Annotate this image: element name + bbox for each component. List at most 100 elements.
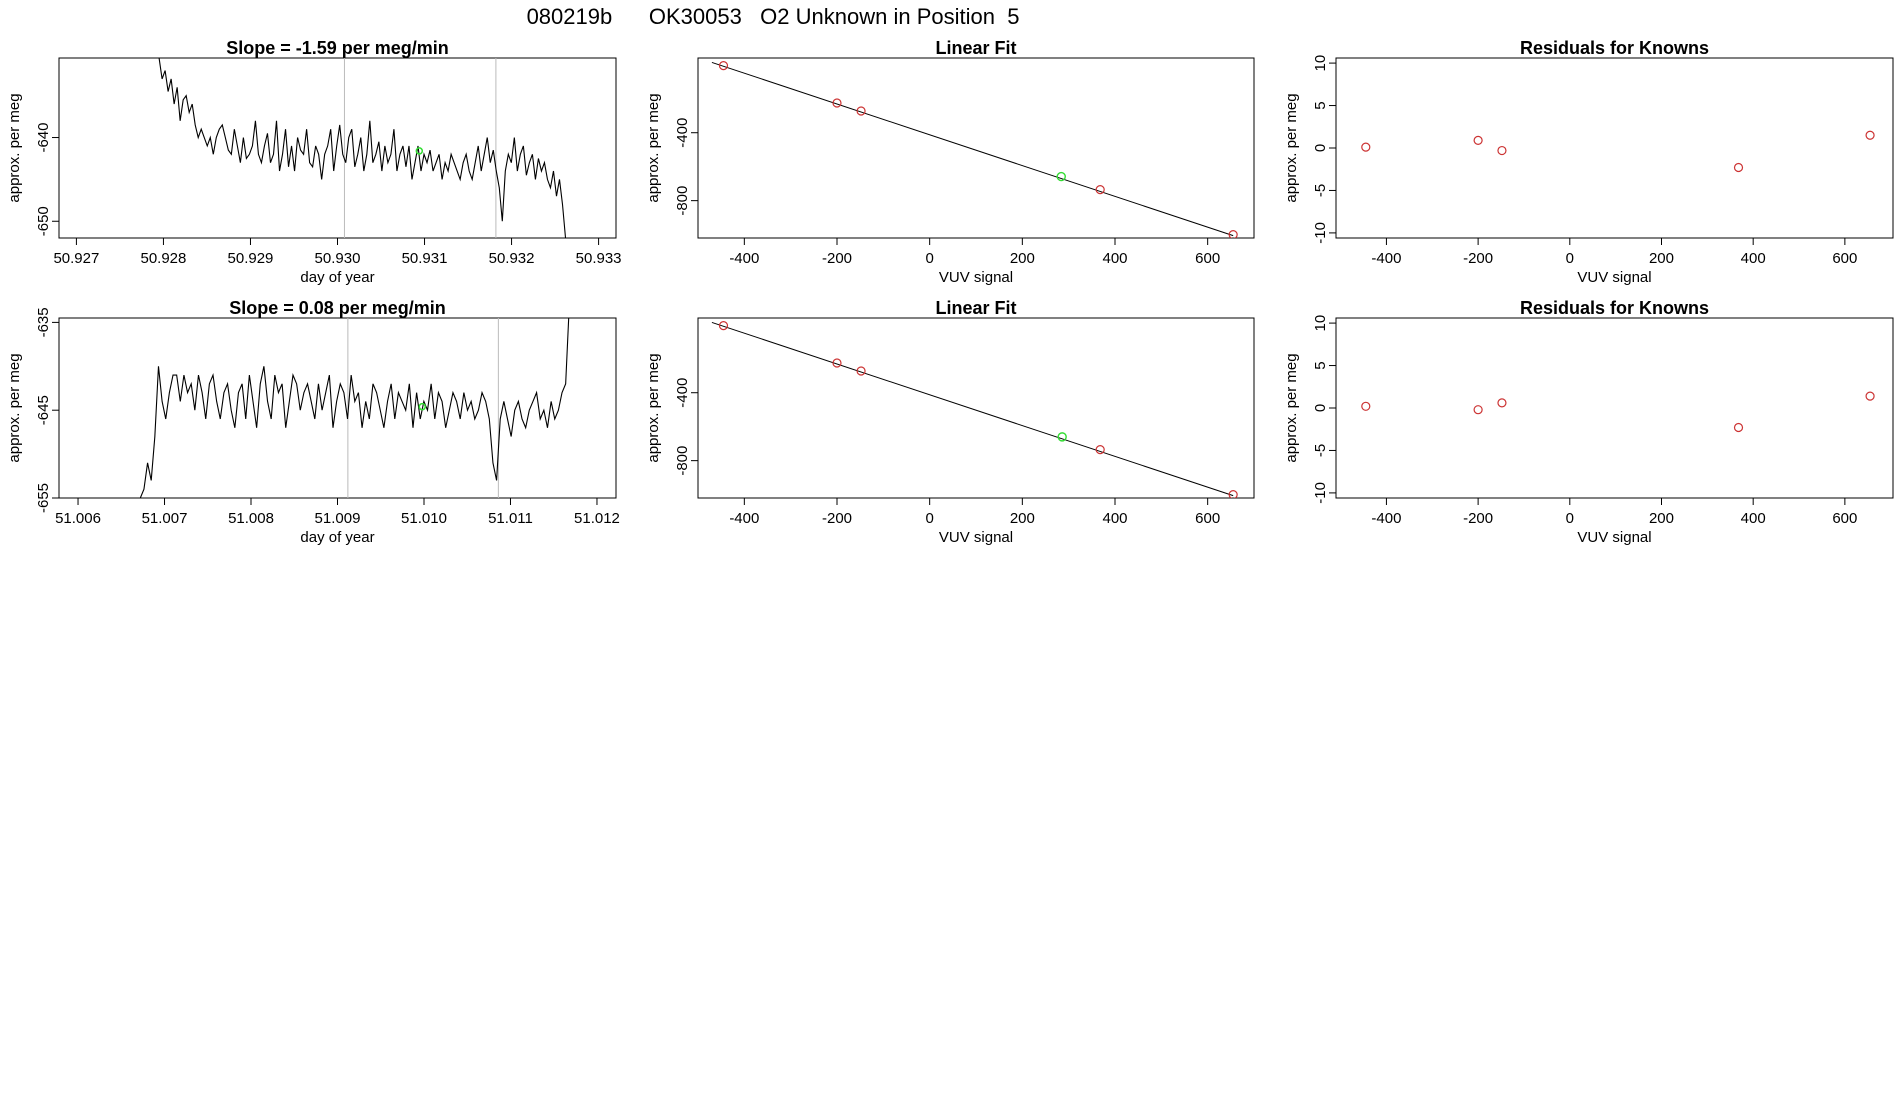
y-tick-label: 10 bbox=[1312, 315, 1329, 332]
x-tick-label: -200 bbox=[1463, 510, 1493, 527]
chart-title: Residuals for Knowns bbox=[1520, 38, 1709, 58]
chart-title: Linear Fit bbox=[935, 38, 1016, 58]
known-point bbox=[856, 106, 866, 116]
known-point bbox=[856, 366, 866, 376]
y-axis-label: approx. per meg bbox=[1283, 93, 1300, 202]
x-tick-label: 400 bbox=[1741, 510, 1766, 527]
x-axis-label: day of year bbox=[300, 269, 374, 286]
x-tick-label: 50.927 bbox=[53, 250, 99, 267]
chart-title: Slope = -1.59 per meg/min bbox=[226, 38, 449, 58]
known-point bbox=[1497, 145, 1507, 156]
plot-frame bbox=[1335, 317, 1894, 499]
x-tick-label: 600 bbox=[1832, 510, 1857, 527]
known-point bbox=[1865, 130, 1875, 140]
x-tick-label: 0 bbox=[925, 250, 933, 267]
y-tick-label: -655 bbox=[35, 483, 52, 513]
unknown-point bbox=[1056, 171, 1066, 182]
plot-frame bbox=[697, 317, 1255, 499]
x-tick-label: 51.010 bbox=[401, 510, 447, 527]
x-tick-label: 200 bbox=[1649, 510, 1674, 527]
x-axis-label: VUV signal bbox=[939, 529, 1013, 546]
x-tick-label: 0 bbox=[1566, 510, 1574, 527]
x-axis-label: day of year bbox=[300, 529, 374, 546]
plot-frame bbox=[1335, 57, 1894, 239]
y-tick-label: 5 bbox=[1312, 101, 1329, 109]
y-tick-label: -10 bbox=[1312, 222, 1329, 244]
x-tick-label: 51.008 bbox=[228, 510, 274, 527]
x-tick-label: 400 bbox=[1741, 250, 1766, 267]
y-tick-label: 0 bbox=[1312, 404, 1329, 412]
figure-title: 080219b OK30053 O2 Unknown in Position 5 bbox=[527, 4, 1020, 29]
time-series-line bbox=[158, 58, 567, 238]
known-point bbox=[1095, 445, 1105, 455]
x-tick-label: -200 bbox=[822, 250, 852, 267]
known-point bbox=[718, 61, 729, 71]
x-tick-label: 51.007 bbox=[142, 510, 188, 527]
x-tick-label: 51.011 bbox=[488, 510, 533, 527]
plot-area bbox=[1361, 130, 1875, 173]
x-tick-label: 50.930 bbox=[315, 250, 361, 267]
y-axis-label: approx. per meg bbox=[1283, 353, 1300, 462]
y-tick-label: -5 bbox=[1312, 444, 1329, 457]
fit-line bbox=[711, 61, 1234, 237]
chart-ts1: Slope = -1.59 per meg/min 50.927 50.928 50.… bbox=[6, 38, 622, 286]
x-tick-label: -200 bbox=[1463, 250, 1493, 267]
x-tick-label: 600 bbox=[1195, 250, 1220, 267]
fit-line bbox=[711, 321, 1234, 497]
chart-panels: Slope = -1.59 per meg/min 50.927 50.928 50.… bbox=[6, 38, 1894, 546]
x-tick-label: 51.012 bbox=[574, 510, 620, 527]
x-tick-label: 0 bbox=[925, 510, 933, 527]
x-axis-label: VUV signal bbox=[1577, 529, 1651, 546]
chart-res2: Residuals for Knowns -400 -200 0 200 400 600 10… bbox=[1283, 298, 1894, 546]
y-tick-label: 5 bbox=[1312, 361, 1329, 369]
y-axis-label: approx. per meg bbox=[645, 93, 662, 202]
plot-area bbox=[711, 321, 1238, 498]
y-tick-label: -640 bbox=[35, 123, 52, 153]
y-axis-label: approx. per meg bbox=[6, 93, 23, 202]
y-tick-label: -635 bbox=[35, 307, 52, 337]
known-point bbox=[1361, 142, 1371, 152]
y-tick-label: -800 bbox=[674, 446, 691, 476]
x-tick-label: 400 bbox=[1102, 510, 1127, 527]
chart-title: Residuals for Knowns bbox=[1520, 298, 1709, 318]
chart-fit2: Linear Fit -400 -200 0 200 400 600 -400 -800 VUV … bbox=[645, 298, 1255, 546]
chart-res1: Residuals for Knowns -400 -200 0 200 400 600 10… bbox=[1283, 38, 1894, 286]
chart-title: Slope = 0.08 per meg/min bbox=[229, 298, 446, 318]
y-tick-label: -650 bbox=[35, 206, 52, 236]
x-tick-label: -400 bbox=[1371, 510, 1401, 527]
unknown-point bbox=[1057, 432, 1067, 442]
plot-frame bbox=[58, 317, 617, 499]
y-tick-label: -400 bbox=[674, 378, 691, 408]
chart-ts2: Slope = 0.08 per meg/min 51.006 51.007 51.0… bbox=[6, 298, 620, 546]
x-axis-label: VUV signal bbox=[939, 269, 1013, 286]
known-point bbox=[718, 321, 729, 331]
x-tick-label: 200 bbox=[1010, 510, 1035, 527]
x-tick-label: 600 bbox=[1195, 510, 1220, 527]
time-series-line bbox=[139, 318, 570, 498]
chart-title: Linear Fit bbox=[935, 298, 1016, 318]
known-point bbox=[1733, 422, 1744, 433]
x-tick-label: 51.009 bbox=[315, 510, 361, 527]
known-point bbox=[832, 358, 842, 368]
known-point bbox=[1497, 398, 1507, 408]
x-tick-label: -400 bbox=[729, 250, 759, 267]
unknown-marker bbox=[418, 402, 427, 411]
y-tick-label: 0 bbox=[1312, 144, 1329, 152]
plot-area bbox=[1361, 391, 1875, 433]
plot-area bbox=[158, 58, 567, 238]
plot-frame bbox=[58, 57, 617, 239]
x-tick-label: 200 bbox=[1010, 250, 1035, 267]
x-tick-label: -200 bbox=[822, 510, 852, 527]
plot-area bbox=[139, 318, 570, 498]
x-tick-label: 50.932 bbox=[489, 250, 535, 267]
x-tick-label: 50.933 bbox=[576, 250, 622, 267]
y-tick-label: -5 bbox=[1312, 184, 1329, 197]
x-tick-label: 0 bbox=[1566, 250, 1574, 267]
x-tick-label: 50.928 bbox=[140, 250, 186, 267]
known-point bbox=[1228, 230, 1238, 238]
x-tick-label: 400 bbox=[1102, 250, 1127, 267]
x-tick-label: 600 bbox=[1832, 250, 1857, 267]
known-point bbox=[1095, 185, 1105, 195]
x-tick-label: -400 bbox=[729, 510, 759, 527]
